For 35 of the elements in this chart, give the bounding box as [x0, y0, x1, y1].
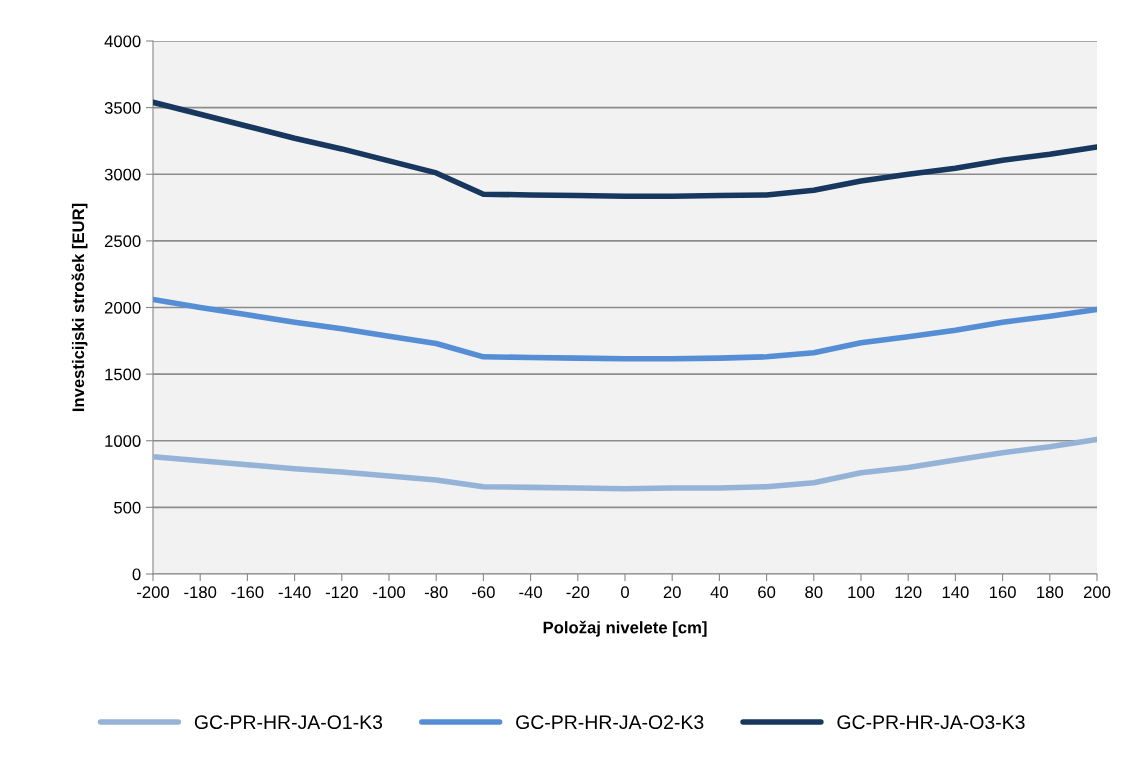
x-tick-label: -200 — [137, 586, 170, 599]
x-tick-label: -20 — [566, 586, 590, 599]
x-axis-title: Položaj nivelete [cm] — [543, 620, 707, 637]
y-axis-title: Investicijski strošek [EUR] — [71, 203, 88, 412]
x-tick-label: 100 — [848, 586, 875, 599]
x-tick-label: 20 — [663, 586, 681, 599]
x-tick-label: -160 — [231, 586, 264, 599]
y-tick-label: 4000 — [104, 35, 141, 48]
x-tick-label: -180 — [184, 586, 217, 599]
y-tick-label: 3500 — [104, 102, 141, 114]
x-tick-label: 200 — [1083, 586, 1111, 599]
x-tick-label: -80 — [424, 586, 448, 599]
x-tick-label: -140 — [278, 586, 311, 599]
legend-label: GC-PR-HR-JA-O2-K3 — [516, 715, 704, 730]
x-tick-label: -100 — [373, 586, 406, 599]
x-tick-label: 60 — [758, 586, 776, 599]
x-tick-label: 80 — [805, 586, 823, 599]
y-tick-label: 500 — [114, 501, 141, 514]
y-tick-label: 3000 — [104, 168, 141, 181]
x-tick-label: 160 — [989, 586, 1016, 599]
y-tick-label: 0 — [132, 568, 141, 581]
x-tick-label: -120 — [325, 586, 358, 599]
x-tick-label: 120 — [895, 586, 922, 599]
y-tick-label: 2000 — [104, 301, 141, 314]
x-tick-label: -40 — [519, 586, 542, 599]
legend-label: GC-PR-HR-JA-O1-K3 — [194, 715, 383, 730]
y-tick-label: 1500 — [105, 368, 141, 381]
x-tick-label: 180 — [1037, 586, 1064, 599]
y-tick-label: 1000 — [105, 435, 141, 447]
x-tick-label: 40 — [710, 586, 729, 599]
x-tick-label: 0 — [621, 586, 629, 599]
x-tick-label: -60 — [472, 586, 495, 599]
legend-label: GC-PR-HR-JA-O3-K3 — [837, 715, 1025, 730]
y-tick-label: 2500 — [104, 235, 141, 248]
x-tick-label: 140 — [942, 586, 969, 599]
